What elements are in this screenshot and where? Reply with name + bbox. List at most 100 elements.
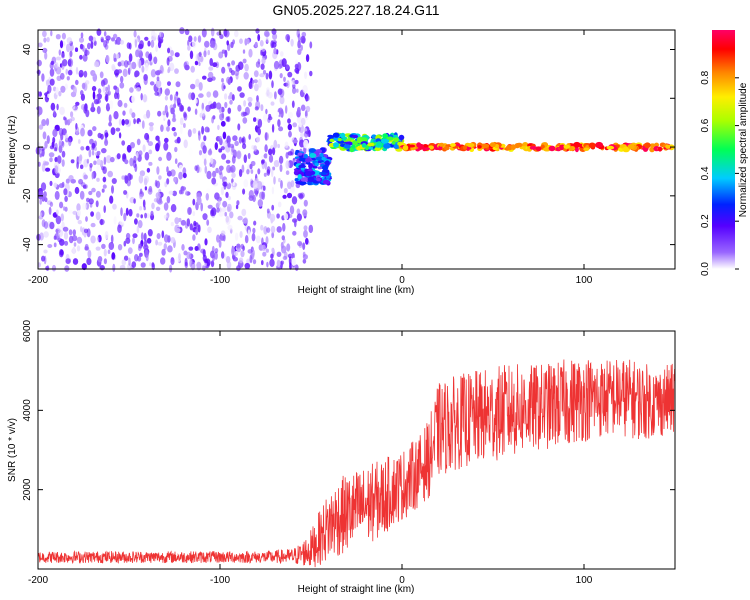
spectrogram-cell — [256, 136, 261, 143]
spectrogram-cell — [238, 257, 244, 264]
spectrogram-cell — [166, 126, 170, 132]
spectrogram-cell — [205, 193, 209, 201]
spectrogram-cell — [135, 87, 141, 92]
spectrogram-cell — [57, 229, 64, 238]
spectrogram-cell — [44, 51, 48, 60]
spectrogram-cell — [290, 38, 294, 47]
spectrogram-cell — [153, 56, 158, 65]
snr-axes-frame — [37, 330, 676, 570]
spectrogram-cell — [236, 247, 241, 253]
spectrogram-cell — [136, 151, 139, 159]
spectrogram-cell — [204, 40, 210, 48]
spectrogram-cell — [104, 132, 109, 138]
spectrogram-cell — [285, 64, 289, 70]
spectrogram-cell — [241, 164, 245, 173]
spectrogram-cell — [103, 258, 107, 265]
spectrogram-cell — [261, 244, 266, 252]
spectrogram-cell — [237, 104, 242, 112]
spectrogram-cell — [61, 59, 68, 67]
spectrogram-cell — [367, 142, 375, 147]
spectrogram-cell — [297, 106, 301, 114]
spectrogram-cell — [92, 91, 96, 100]
spectrogram-axes-frame — [37, 29, 676, 270]
spectrogram-cell — [183, 139, 188, 149]
spectrogram-cell — [302, 209, 308, 217]
snr-x-tick-label: -100 — [210, 575, 230, 586]
spectrogram-cell — [210, 40, 216, 48]
spectrogram-cell — [265, 108, 268, 115]
spectrogram-cell — [287, 151, 293, 156]
spectrogram-cell — [268, 70, 273, 80]
spectrogram-cell — [275, 111, 280, 117]
spectrogram-cell — [194, 98, 198, 104]
colorbar-tick-label: 0.2 — [700, 214, 711, 228]
spectrogram-cell — [68, 59, 72, 65]
spectrogram-cell — [58, 49, 61, 56]
spectrogram-cell — [96, 236, 100, 244]
spectrogram-cell — [218, 169, 223, 176]
spectrogram-cell — [381, 138, 390, 143]
snr-series-line — [37, 359, 676, 568]
spectrogram-cell — [271, 41, 277, 48]
spectrogram-cell — [81, 263, 87, 271]
spectrogram-cell — [253, 145, 257, 152]
spectrogram-cell — [304, 71, 308, 80]
spectrogram-cell — [103, 40, 108, 48]
snr-y-tick-label: 2000 — [22, 478, 33, 501]
spectrogram-cell — [166, 196, 171, 204]
spectrogram-cell — [125, 237, 131, 244]
spectrogram-cell — [187, 39, 190, 47]
spectrogram-cell — [84, 243, 89, 250]
spectrogram-cell — [155, 79, 162, 88]
spectrogram-cell — [280, 51, 284, 57]
spectrogram-cell — [144, 151, 150, 161]
spectrogram-cell — [207, 50, 210, 56]
spectrogram-cell — [41, 73, 45, 82]
spectrogram-cell — [243, 154, 247, 164]
spectrogram-cell — [123, 240, 127, 247]
spectrogram-cell — [574, 146, 579, 153]
spectrogram-cell — [215, 102, 222, 110]
spectrogram-cell — [76, 203, 81, 212]
spectrogram-cell — [45, 167, 51, 172]
snr-plot-background — [38, 331, 675, 569]
spectrogram-cell — [48, 206, 52, 215]
spectrogram-cell — [59, 249, 64, 256]
spectrogram-cell — [174, 68, 179, 74]
spectrogram-cell — [300, 104, 306, 112]
spectrogram-cell — [164, 137, 169, 143]
spectrogram-cell — [69, 44, 74, 51]
spectrogram-cell — [227, 203, 232, 212]
spectrogram-cell — [114, 92, 118, 100]
spectrogram-cell — [102, 85, 106, 93]
colorbar-tick-label: 0.4 — [700, 166, 711, 180]
spectrogram-cell — [239, 92, 245, 98]
spectrogram-cell — [382, 133, 389, 139]
spectrogram-cell — [194, 246, 199, 251]
spectrogram-cell — [215, 167, 219, 174]
spectrogram-cell — [227, 224, 233, 231]
spectrogram-y-tick-label: 40 — [22, 44, 33, 56]
spectrogram-cell — [101, 188, 105, 193]
spectrogram-cell — [309, 153, 317, 158]
spectrogram-cell — [63, 116, 66, 121]
spectrogram-cell — [93, 61, 100, 68]
spectrogram-cell — [166, 57, 170, 66]
spectrogram-cell — [644, 142, 651, 149]
spectrogram-cell — [247, 96, 253, 103]
spectrogram-cell — [141, 65, 145, 73]
spectrogram-cell — [87, 249, 92, 259]
spectrogram-cell — [272, 33, 278, 40]
spectrogram-cell — [303, 199, 308, 207]
spectrogram-cell — [224, 211, 227, 217]
spectrogram-cell — [305, 105, 311, 113]
spectrogram-cell — [166, 178, 170, 185]
snr-panel: -200 -100 0 100 2000 4000 6000 Height of stra… — [7, 319, 676, 595]
spectrogram-cell — [189, 50, 194, 60]
spectrogram-cell — [489, 142, 496, 148]
spectrogram-cell — [72, 86, 77, 95]
spectrogram-cell — [255, 235, 261, 244]
spectrogram-cell — [283, 251, 288, 260]
spectrogram-cell — [91, 142, 96, 149]
